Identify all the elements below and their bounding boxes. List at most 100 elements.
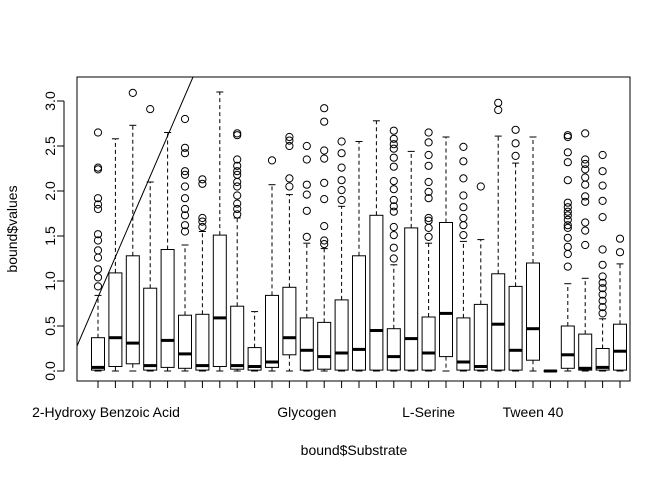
outlier-point [459,174,468,183]
box-19 [404,150,419,372]
outlier-point [598,303,607,312]
outlier-point [180,194,190,203]
x-axis-title: bound$Substrate [301,442,408,458]
outlier-point [598,213,607,222]
outlier-point [93,204,103,214]
y-tick-label: 0.5 [42,316,58,336]
outlier-point [563,203,572,212]
box-iqr [334,299,349,371]
outlier-point [424,216,433,225]
y-tick-label: 2.0 [42,181,58,201]
box-iqr [247,347,262,371]
outlier-point [180,143,190,152]
box-29 [578,129,593,372]
box-iqr [91,337,105,371]
outlier-point [389,254,398,263]
outlier-point [233,177,242,187]
box-25 [508,125,523,372]
box-iqr [473,303,488,371]
box-iqr [439,222,453,358]
outlier-point [563,176,572,185]
box-iqr [299,317,314,371]
outlier-point [563,233,572,242]
outlier-point [389,195,398,205]
box-iqr [352,255,366,371]
outlier-point [146,105,155,114]
outlier-point [389,185,398,194]
outlier-point [320,104,329,113]
outlier-point [563,211,572,220]
box-iqr [108,272,123,367]
outlier-point [320,154,329,163]
outlier-point [389,243,398,252]
outlier-point [180,227,190,236]
box-31 [613,234,627,372]
outlier-point [233,167,242,176]
outlier-point [233,170,242,179]
outlier-point [233,131,242,140]
box-16 [352,141,366,372]
outlier-point [93,200,103,209]
outlier-point [424,232,433,241]
box-15 [334,137,349,372]
box-iqr [595,348,610,371]
box-iqr [491,273,506,371]
outlier-point [285,132,294,142]
box-iqr [560,325,575,369]
outlier-point [563,148,572,157]
y-tick-label: 3.0 [42,91,58,111]
outlier-point [563,242,572,251]
box-iqr [143,287,158,371]
outlier-point [233,210,242,219]
outlier-point [598,150,607,160]
outlier-point [93,128,103,137]
box-2 [108,138,123,372]
outlier-point [93,246,103,255]
box-26 [526,136,540,372]
outlier-point [424,194,433,203]
box-24 [491,98,506,372]
outlier-point [424,150,433,160]
outlier-point [320,178,329,187]
outlier-point [581,155,590,164]
outlier-point [424,213,433,223]
y-axis: 0.0 0.5 1.0 1.5 2.0 2.5 3.0 [42,91,65,381]
box-5 [160,132,175,372]
outlier-point [581,159,590,169]
outlier-point [511,125,520,134]
outlier-point [615,234,625,243]
outlier-point [581,240,590,250]
outlier-point [180,170,190,179]
box-30 [595,150,610,372]
outlier-point [581,192,590,201]
outlier-point [93,163,103,172]
outlier-point [93,230,103,239]
outlier-point [459,142,468,151]
reference-line [77,77,194,347]
box-iqr [195,313,210,371]
outlier-point [563,221,572,230]
outlier-point [424,138,433,147]
outlier-point [233,161,242,170]
outlier-point [320,195,329,204]
outlier-point [563,131,572,140]
outlier-point [598,309,607,318]
outlier-point [389,140,398,149]
outlier-point [459,157,468,166]
box-8 [212,91,227,372]
outlier-point [459,231,468,240]
outlier-point [563,198,572,207]
box-iqr [369,214,384,371]
plot-content [77,77,627,373]
outlier-point [389,162,398,171]
outlier-point [598,278,607,287]
outlier-point [459,191,468,200]
box-iqr [578,333,593,371]
box-iqr [386,328,401,371]
x-tick-label: Glycogen [277,404,336,420]
box-17 [369,120,384,372]
outlier-point [598,260,607,269]
outlier-point [320,117,329,126]
outlier-point [424,161,433,170]
outlier-point [128,88,137,98]
